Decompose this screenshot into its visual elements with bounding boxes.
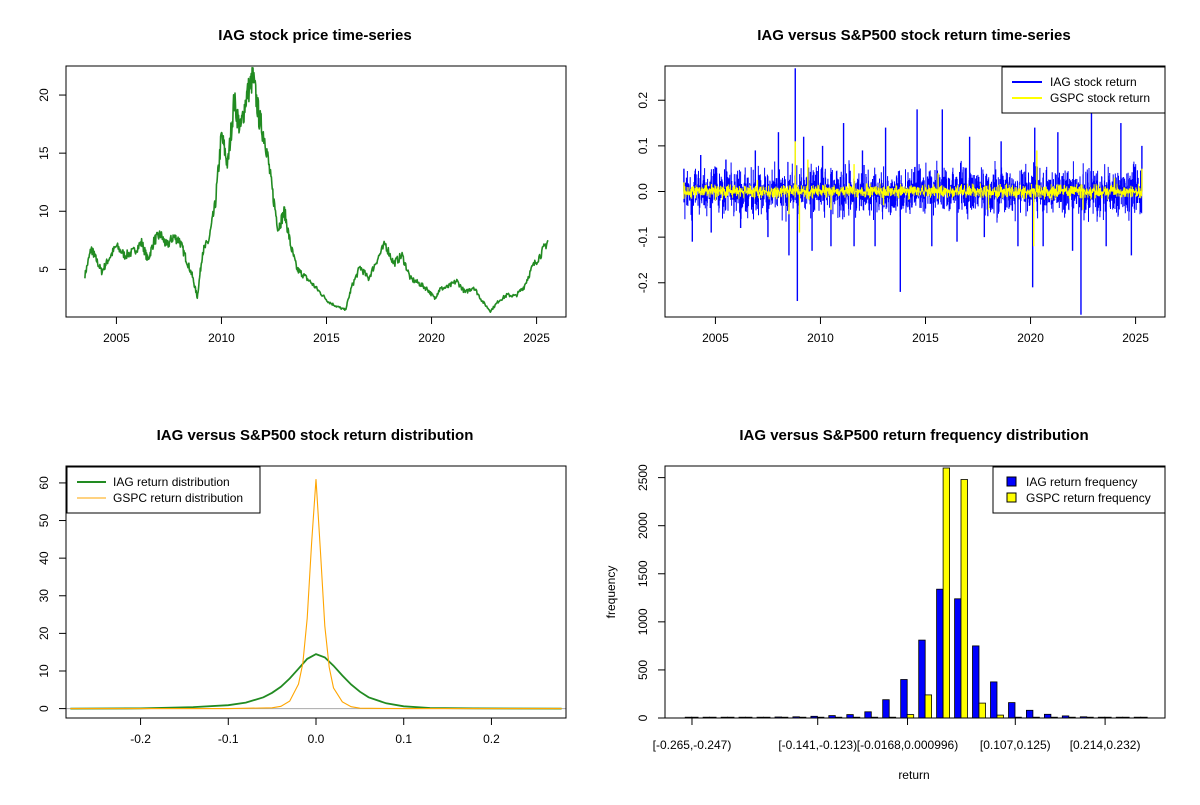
y-tick-label: -0.2 xyxy=(636,272,650,293)
legend-swatch-iag xyxy=(1006,476,1017,487)
histogram-bar xyxy=(918,639,926,719)
legend-label-gspc: GSPC return frequency xyxy=(1026,491,1151,505)
x-tick-label: 2015 xyxy=(912,331,939,345)
legend: IAG return frequency GSPC return frequen… xyxy=(992,466,1166,514)
x-tick-label: 2005 xyxy=(103,331,130,345)
x-tick-label: -0.1 xyxy=(218,732,239,746)
return-noise-band xyxy=(683,183,1143,201)
x-tick-label: 2025 xyxy=(523,331,550,345)
x-axis-label: return xyxy=(898,768,929,782)
panel-histogram-chart: IAG versus S&P500 return frequency distr… xyxy=(604,427,1166,782)
histogram-bar xyxy=(846,714,854,719)
gspc-density-line xyxy=(70,479,562,710)
y-tick-label: 0 xyxy=(636,714,650,721)
x-tick-label: [-0.141,-0.123) xyxy=(778,738,857,752)
y-tick-label: 20 xyxy=(37,626,51,640)
histogram-bar xyxy=(990,681,998,719)
legend-label-gspc: GSPC stock return xyxy=(1050,91,1150,105)
x-tick-label: [-0.0168,0.000996) xyxy=(857,738,958,752)
legend-label-gspc: GSPC return distribution xyxy=(113,491,243,505)
chart-title: IAG stock price time-series xyxy=(218,27,411,44)
legend-box xyxy=(992,466,1166,514)
y-axis-label: frequency xyxy=(604,566,618,619)
y-tick-label: 1500 xyxy=(636,560,650,587)
x-tick-label: 0.2 xyxy=(483,732,500,746)
plot-frame xyxy=(65,65,567,318)
iag-density-line xyxy=(70,653,562,710)
histogram-bar xyxy=(1044,713,1052,719)
x-tick-label: -0.2 xyxy=(130,732,151,746)
panel-returns-chart: IAG versus S&P500 stock return time-seri… xyxy=(636,27,1166,345)
y-tick-label: 0 xyxy=(37,705,51,712)
histogram-bar xyxy=(924,694,932,719)
iag-bars xyxy=(684,588,1142,719)
histogram-bar xyxy=(1026,709,1034,719)
x-tick-label: 0.0 xyxy=(308,732,325,746)
panel-density-chart: IAG versus S&P500 stock return distribut… xyxy=(37,427,567,746)
y-tick-label: 0.2 xyxy=(636,92,650,109)
histogram-bar xyxy=(960,479,968,719)
y-tick-label: 60 xyxy=(37,476,51,490)
legend-swatch-gspc xyxy=(1006,492,1017,503)
y-tick-label: 0.1 xyxy=(636,137,650,154)
legend-label-iag: IAG return distribution xyxy=(113,475,230,489)
y-tick-label: -0.1 xyxy=(636,226,650,247)
histogram-bar xyxy=(954,598,962,719)
legend-box xyxy=(66,466,261,514)
x-tick-label: 2015 xyxy=(313,331,340,345)
y-tick-label: 10 xyxy=(37,664,51,678)
plot-area: 2005 2010 2015 2020 2025 5 10 15 20 xyxy=(37,66,550,345)
plot-frame xyxy=(664,65,1166,318)
legend-label-iag: IAG return frequency xyxy=(1026,475,1137,489)
y-tick-label: 1000 xyxy=(636,608,650,635)
y-tick-label: 15 xyxy=(37,146,51,160)
x-tick-label: 2010 xyxy=(208,331,235,345)
histogram-bar xyxy=(906,714,915,719)
histogram-bar xyxy=(864,711,872,719)
chart-title: IAG versus S&P500 stock return distribut… xyxy=(157,427,474,444)
y-tick-label: 10 xyxy=(37,204,51,218)
histogram-bar xyxy=(882,699,890,719)
plot-frame xyxy=(65,465,567,719)
y-tick-label: 2500 xyxy=(636,464,650,491)
legend: IAG return distribution GSPC return dist… xyxy=(66,466,261,514)
x-tick-label: 2020 xyxy=(1017,331,1044,345)
y-tick-label: 20 xyxy=(37,88,51,102)
y-tick-label: 0.0 xyxy=(636,183,650,200)
plot-frame xyxy=(664,465,1166,719)
plot-area: -0.2 -0.1 0.0 0.1 0.2 0 10 20 30 40 50 60 xyxy=(37,476,566,746)
y-tick-label: 2000 xyxy=(636,512,650,539)
x-tick-label: 2010 xyxy=(807,331,834,345)
y-tick-label: 500 xyxy=(636,660,650,680)
plot-area: 2005 2010 2015 2020 2025 -0.2 -0.1 0.0 0.1 0.2 xyxy=(636,68,1149,345)
y-tick-label: 30 xyxy=(37,589,51,603)
y-tick-label: 50 xyxy=(37,514,51,528)
x-tick-label: [0.214,0.232) xyxy=(1070,738,1141,752)
chart-title: IAG versus S&P500 return frequency distr… xyxy=(739,427,1088,444)
y-tick-label: 5 xyxy=(37,266,51,273)
histogram-bar xyxy=(936,588,944,719)
legend-box xyxy=(1001,66,1166,114)
y-tick-label: 40 xyxy=(37,551,51,565)
histogram-bar xyxy=(900,679,908,719)
histogram-bar xyxy=(1008,702,1016,719)
gspc-return-series xyxy=(683,141,1143,247)
x-tick-label: 0.1 xyxy=(395,732,412,746)
x-tick-label: [0.107,0.125) xyxy=(980,738,1051,752)
x-tick-label: 2005 xyxy=(702,331,729,345)
chart-title: IAG versus S&P500 stock return time-seri… xyxy=(757,27,1070,44)
x-tick-label: [-0.265,-0.247) xyxy=(653,738,732,752)
panel-price-chart: IAG stock price time-series 2005 2010 2015… xyxy=(37,27,567,345)
legend-label-iag: IAG stock return xyxy=(1050,75,1137,89)
histogram-bar xyxy=(972,645,980,719)
x-tick-label: 2025 xyxy=(1122,331,1149,345)
histogram-bar xyxy=(978,702,986,719)
x-tick-label: 2020 xyxy=(418,331,445,345)
price-series-line xyxy=(84,66,549,313)
legend: IAG stock return GSPC stock return xyxy=(1001,66,1166,114)
histogram-bar xyxy=(942,467,950,719)
